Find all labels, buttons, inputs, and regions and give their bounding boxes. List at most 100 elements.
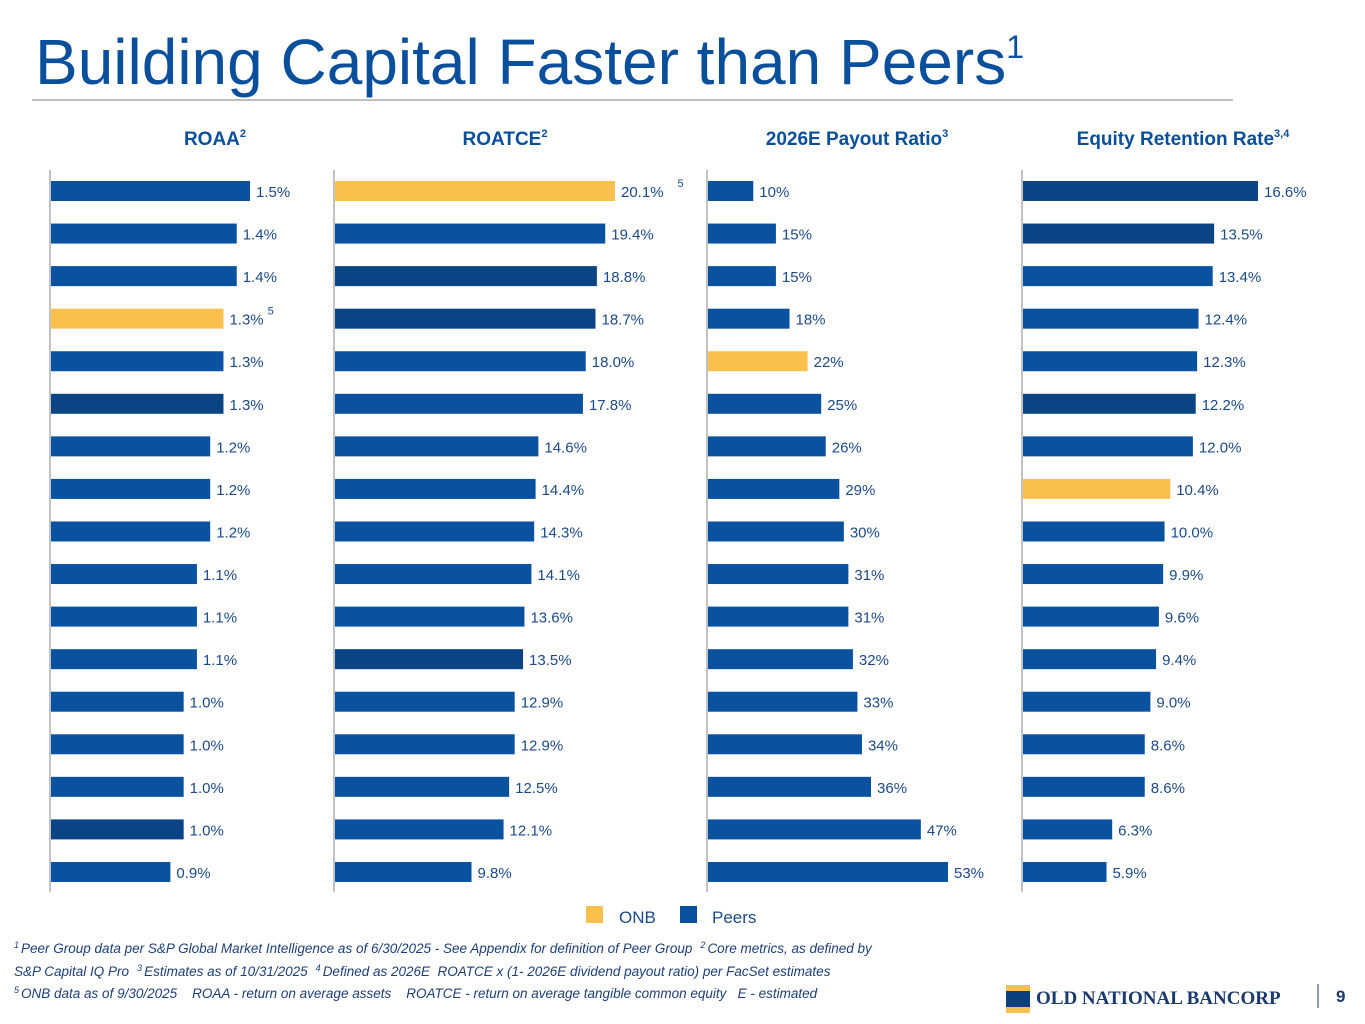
- footnote-number: 2: [700, 940, 706, 950]
- bar: [335, 861, 472, 882]
- value-label: 6.3%: [1118, 822, 1152, 839]
- footnote-number: 3: [137, 962, 143, 973]
- bar: [1023, 308, 1199, 329]
- logo-text: OLD NATIONAL BANCORP: [1036, 988, 1281, 1009]
- value-label: 15%: [782, 269, 812, 286]
- value-label: 12.4%: [1205, 312, 1248, 329]
- value-label: 14.1%: [537, 567, 580, 584]
- legend-swatch: [586, 906, 603, 923]
- chart-title: 2026E Payout Ratio3: [766, 128, 948, 150]
- value-label: 1.0%: [190, 780, 224, 797]
- bar: [335, 436, 539, 457]
- bar: [51, 478, 211, 499]
- bar: [708, 649, 853, 670]
- bar: [335, 393, 583, 414]
- footnote-number: 4: [315, 962, 321, 973]
- bar: [1023, 776, 1145, 797]
- footnote: 4 Defined as 2026E ROATCE x (1- 2026E div…: [315, 962, 831, 979]
- bar: [51, 308, 224, 329]
- value-label: 9.9%: [1169, 567, 1203, 584]
- value-label: 10%: [759, 184, 789, 201]
- value-label: 1.5%: [256, 184, 290, 201]
- bar: [1023, 819, 1113, 840]
- value-label: 15%: [782, 227, 812, 244]
- bar: [1023, 691, 1151, 712]
- footnote-line: 1 Peer Group data per S&P Global Market I…: [14, 936, 1014, 959]
- bar: [1023, 734, 1145, 755]
- value-label: 18%: [796, 312, 826, 329]
- value-label: 16.6%: [1264, 184, 1307, 201]
- bar: [708, 351, 808, 372]
- bar: [335, 478, 536, 499]
- value-label: 9.4%: [1162, 652, 1196, 669]
- chart-title-text: 2026E Payout Ratio: [766, 129, 942, 150]
- title-text: Building Capital Faster than Peers: [35, 26, 1006, 98]
- value-label: 1.3%: [229, 397, 263, 414]
- bar: [51, 266, 237, 287]
- bar: [1023, 266, 1213, 287]
- value-label: 19.4%: [611, 227, 654, 244]
- bar: [708, 861, 948, 882]
- legend-label: ONB: [619, 908, 656, 927]
- value-label: 10.0%: [1171, 524, 1214, 541]
- value-label: 26%: [832, 439, 862, 456]
- bar: [708, 564, 849, 585]
- footnote: 1 Peer Group data per S&P Global Market I…: [14, 940, 693, 956]
- value-label: 8.6%: [1151, 780, 1185, 797]
- footnote-line: S&P Capital IQ Pro 3 Estimates as of 10/31…: [14, 959, 1014, 982]
- chart-title: ROAA2: [184, 128, 246, 150]
- chart-title-note: 2: [541, 128, 547, 140]
- value-label: 12.2%: [1202, 397, 1245, 414]
- legend-label: Peers: [712, 908, 756, 927]
- value-label: 31%: [854, 567, 884, 584]
- value-label: 36%: [877, 780, 907, 797]
- value-label: 8.6%: [1151, 737, 1185, 754]
- chart-title-note: 2: [240, 128, 246, 140]
- logo-icon-band: [1006, 991, 1030, 1007]
- footnote: 2 Core metrics, as defined by: [700, 940, 871, 956]
- bar: [51, 223, 237, 244]
- bar: [708, 266, 776, 287]
- bar: [1023, 436, 1193, 457]
- value-label: 14.4%: [542, 482, 585, 499]
- chart-title-text: ROATCE: [463, 129, 542, 150]
- bar: [708, 776, 872, 797]
- bar: [51, 393, 224, 414]
- bar: [51, 649, 197, 670]
- value-label: 1.4%: [243, 269, 277, 286]
- bar: [335, 223, 606, 244]
- bar: [335, 649, 524, 670]
- title-note: 1: [1006, 29, 1024, 65]
- value-label: 47%: [927, 822, 957, 839]
- value-label: 1.0%: [190, 822, 224, 839]
- bar: [708, 181, 754, 201]
- bar: [1023, 351, 1198, 372]
- value-label: 13.5%: [529, 652, 572, 669]
- bar: [335, 564, 532, 585]
- value-label: 33%: [863, 695, 893, 712]
- value-label: 1.1%: [203, 652, 237, 669]
- value-label: 12.0%: [1199, 439, 1242, 456]
- footnote-text: Peer Group data per S&P Global Market In…: [21, 941, 693, 956]
- bar: [708, 308, 790, 329]
- footnote: 3 Estimates as of 10/31/2025: [137, 962, 308, 979]
- bar: [708, 606, 849, 627]
- bar: [1023, 861, 1107, 882]
- value-label: 5.9%: [1113, 865, 1147, 882]
- value-label: 53%: [954, 865, 984, 882]
- footnote-number: 5: [14, 985, 20, 995]
- value-label: 20.1%: [621, 184, 664, 201]
- value-label: 1.4%: [243, 227, 277, 244]
- value-label: 13.5%: [1220, 227, 1263, 244]
- value-label: 12.3%: [1203, 354, 1246, 371]
- bar: [708, 393, 822, 414]
- bar: [51, 436, 211, 457]
- bar: [335, 266, 597, 287]
- bar: [1023, 223, 1215, 244]
- chart-title-note: 3,4: [1274, 128, 1290, 140]
- value-label: 32%: [859, 652, 889, 669]
- value-label: 1.3%: [229, 354, 263, 371]
- bar: [1023, 606, 1159, 627]
- value-label: 18.0%: [592, 354, 635, 371]
